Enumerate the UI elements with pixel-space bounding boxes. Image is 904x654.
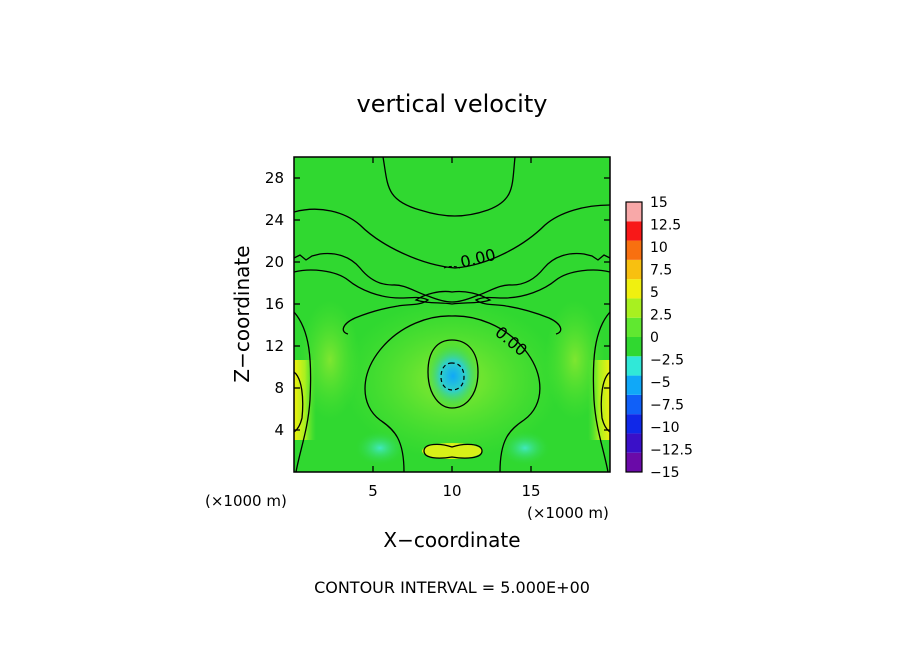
- colorbar-label: −15: [650, 465, 680, 481]
- contour-right-edge: [592, 311, 610, 472]
- colorbar-label: −5: [650, 375, 671, 391]
- contour-upper-band: [294, 204, 610, 269]
- colorbar-swatch: [626, 433, 642, 453]
- colorbar-label: 7.5: [650, 263, 672, 279]
- field-weak-downdraft-right: [499, 430, 551, 466]
- plot-area: 0.00 0.00: [294, 157, 610, 472]
- contour-downdraft-dashed: [440, 362, 465, 391]
- contour-top-dashed: [443, 265, 461, 269]
- y-tick-label: 24: [265, 211, 284, 229]
- x-tick-label: 15: [521, 482, 540, 500]
- contour-central-column: [364, 315, 541, 472]
- colorbar-label: −7.5: [650, 398, 684, 414]
- colorbar-swatch: [626, 452, 642, 472]
- field-weak-downdraft-left: [354, 430, 406, 466]
- x-unit-right: (×1000 m): [527, 504, 609, 522]
- colorbar-swatch: [626, 394, 642, 415]
- contour-mid-loop: [414, 290, 492, 305]
- field-updraft-surface: [422, 443, 482, 459]
- x-axis: 5 10 15: [368, 157, 541, 500]
- x-axis-label: X−coordinate: [383, 528, 520, 552]
- contour-interval-note: CONTOUR INTERVAL = 5.000E+00: [314, 578, 590, 597]
- colorbar-swatch: [626, 375, 642, 395]
- contour-lower-left-loop: [294, 269, 430, 335]
- contour-center-cell: [427, 339, 479, 409]
- colorbar-swatch: [626, 337, 642, 357]
- contour-surface-updraft: [423, 443, 483, 459]
- colorbar-label: 5: [650, 285, 659, 301]
- y-tick-label: 4: [274, 421, 284, 439]
- colorbar-label: 15: [650, 195, 668, 211]
- colorbar-label: −12.5: [650, 443, 693, 459]
- colorbar-label: 10: [650, 240, 668, 256]
- contour-top-dome: [382, 157, 516, 217]
- colorbar-swatch: [626, 202, 642, 222]
- x-unit-left: (×1000 m): [205, 492, 287, 510]
- y-tick-label: 8: [274, 379, 284, 397]
- contour-lines: [294, 157, 610, 472]
- y-tick-label: 16: [265, 295, 284, 313]
- x-tick-label: 5: [368, 482, 378, 500]
- colorbar-label: −10: [650, 420, 680, 436]
- x-tick-label: 10: [442, 482, 461, 500]
- chart-title: vertical velocity: [357, 90, 548, 118]
- y-tick-label: 12: [265, 337, 284, 355]
- contour-lower-right-loop: [474, 269, 610, 335]
- colorbar-swatch: [626, 279, 642, 299]
- colorbar: −15 −12.5 −10 −7.5 −5 −2.5 0 2.5 5 7.5 10 12.5 15: [625, 195, 693, 481]
- colorbar-label: −2.5: [650, 353, 684, 369]
- colorbar-swatch: [626, 356, 642, 376]
- colorbar-label: 12.5: [650, 218, 681, 234]
- colorbar-label: 2.5: [650, 308, 672, 324]
- colorbar-frame: [625, 201, 643, 473]
- y-axis-label: Z−coordinate: [230, 245, 254, 382]
- y-tick-label: 20: [265, 253, 284, 271]
- contour-left-edge: [294, 311, 312, 472]
- colorbar-swatch: [626, 414, 642, 434]
- colorbar-label: 0: [650, 330, 659, 346]
- colorbar-swatch: [626, 240, 642, 260]
- colorbar-swatch: [626, 298, 642, 318]
- contour-wavy-left: [294, 252, 453, 303]
- colorbar-swatch: [626, 259, 642, 280]
- field-downdraft-center: [425, 342, 481, 410]
- y-axis: 4 8 12 16 20 24 28: [265, 169, 610, 439]
- colorbar-swatch: [626, 221, 642, 241]
- y-tick-label: 28: [265, 169, 284, 187]
- colorbar-swatch: [626, 317, 642, 337]
- contour-wavy-right: [451, 252, 610, 303]
